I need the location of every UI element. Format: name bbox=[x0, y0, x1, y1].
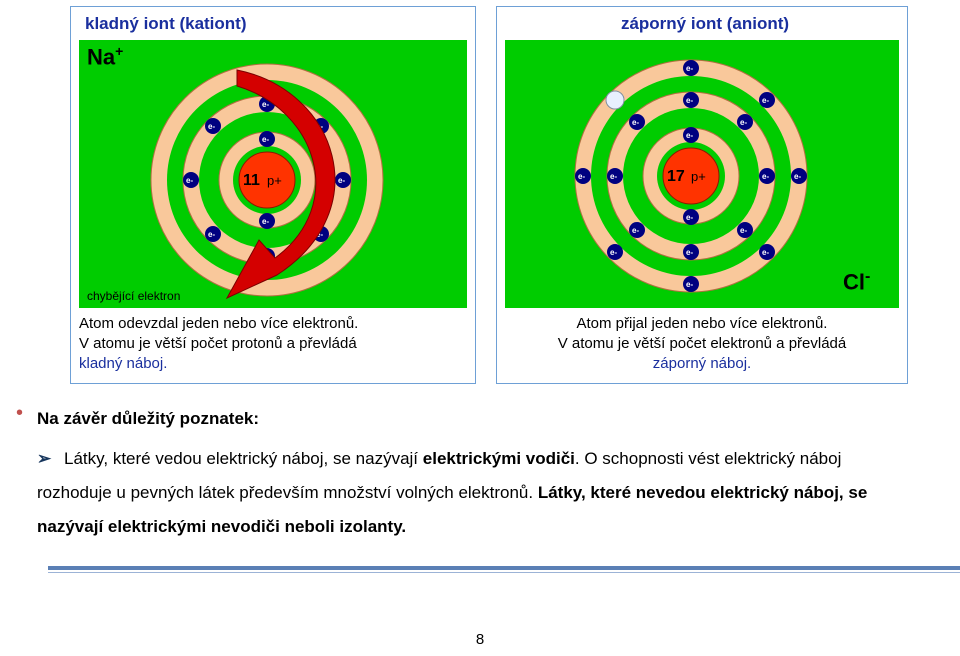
svg-text:e-: e- bbox=[610, 172, 617, 181]
svg-text:e-: e- bbox=[762, 96, 769, 105]
svg-text:e-: e- bbox=[686, 213, 693, 222]
anion-symbol-sup: - bbox=[865, 268, 870, 285]
anion-panel: záporný iont (aniont) 17 p+ bbox=[496, 6, 908, 384]
svg-text:e-: e- bbox=[262, 217, 269, 226]
cation-element-symbol: Na+ bbox=[87, 42, 123, 72]
svg-text:e-: e- bbox=[632, 118, 639, 127]
svg-text:e-: e- bbox=[762, 172, 769, 181]
anion-proton-symbol: p+ bbox=[691, 169, 706, 184]
summary-text: Látky, které vedou elektrický náboj, se … bbox=[37, 449, 867, 536]
anion-caption: Atom přijal jeden nebo více elektronů. V… bbox=[505, 314, 899, 375]
cation-atom-diagram: 11 p+ e- e- e- e- e- bbox=[79, 40, 467, 308]
cation-symbol-text: Na bbox=[87, 44, 115, 69]
anion-atom-diagram: 17 p+ e- e- e- e- e- bbox=[505, 40, 899, 308]
svg-text:e-: e- bbox=[686, 96, 693, 105]
bullet-dot-icon: • bbox=[16, 402, 23, 424]
svg-text:e-: e- bbox=[686, 248, 693, 257]
cation-proton-count: 11 bbox=[243, 172, 260, 189]
anion-extra-electron bbox=[606, 91, 624, 109]
svg-text:e-: e- bbox=[578, 172, 585, 181]
anion-proton-count: 17 bbox=[667, 168, 685, 185]
cation-atom-area: Na+ 11 bbox=[79, 40, 467, 308]
cation-symbol-sup: + bbox=[115, 43, 123, 59]
svg-text:e-: e- bbox=[610, 248, 617, 257]
anion-symbol-text: Cl bbox=[843, 269, 865, 294]
svg-text:e-: e- bbox=[632, 226, 639, 235]
svg-text:e-: e- bbox=[740, 118, 747, 127]
summary-heading: Na závěr důležitý poznatek: bbox=[37, 409, 259, 428]
svg-text:e-: e- bbox=[686, 64, 693, 73]
cation-title: kladný iont (kationt) bbox=[79, 11, 467, 40]
anion-caption-highlight: záporný náboj. bbox=[653, 355, 751, 372]
svg-text:e-: e- bbox=[686, 131, 693, 140]
cation-panel: kladný iont (kationt) Na+ bbox=[70, 6, 476, 384]
chevron-right-icon: ➢ bbox=[37, 449, 51, 468]
svg-text:e-: e- bbox=[186, 176, 193, 185]
divider-thick bbox=[48, 566, 960, 570]
cation-caption: Atom odevzdal jeden nebo více elektronů.… bbox=[79, 314, 467, 375]
svg-text:e-: e- bbox=[208, 122, 215, 131]
page-number: 8 bbox=[0, 631, 960, 648]
missing-electron-label: chybějící elektron bbox=[87, 288, 180, 304]
svg-text:e-: e- bbox=[262, 100, 269, 109]
svg-text:e-: e- bbox=[794, 172, 801, 181]
svg-text:e-: e- bbox=[740, 226, 747, 235]
anion-title: záporný iont (aniont) bbox=[505, 11, 899, 40]
svg-text:e-: e- bbox=[338, 176, 345, 185]
svg-text:e-: e- bbox=[686, 280, 693, 289]
anion-element-symbol: Cl- bbox=[843, 266, 870, 297]
summary-bullet: • Na závěr důležitý poznatek: ➢ Látky, k… bbox=[16, 402, 950, 544]
svg-text:e-: e- bbox=[262, 135, 269, 144]
cation-caption-highlight: kladný náboj. bbox=[79, 355, 167, 372]
svg-text:e-: e- bbox=[208, 230, 215, 239]
svg-text:e-: e- bbox=[762, 248, 769, 257]
divider-thin bbox=[48, 572, 960, 573]
cation-proton-symbol: p+ bbox=[267, 173, 282, 188]
anion-atom-area: 17 p+ e- e- e- e- e- bbox=[505, 40, 899, 308]
